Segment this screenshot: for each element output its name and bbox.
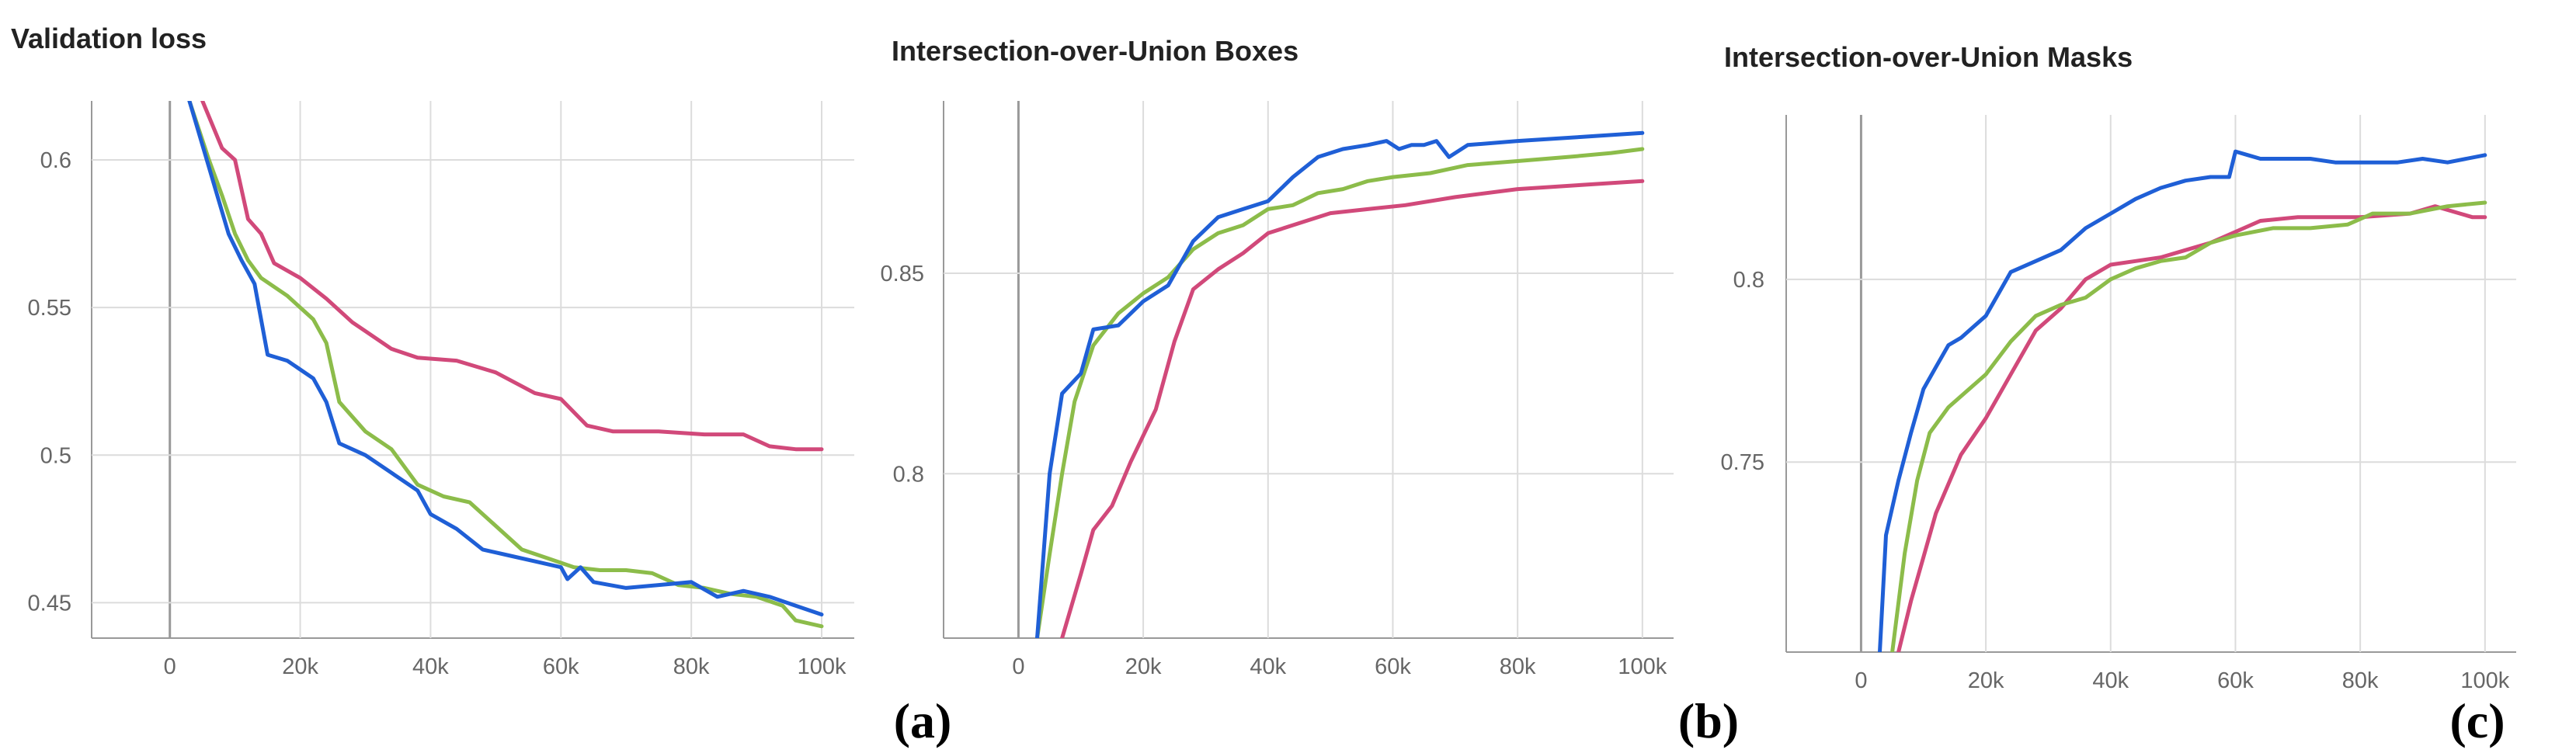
- y-tick-label: 0.5: [40, 443, 71, 468]
- y-tick-label: 0.55: [28, 296, 71, 321]
- y-tick-label: 0.6: [40, 148, 71, 173]
- x-tick-label: 40k: [412, 654, 449, 679]
- x-tick-label: 40k: [1250, 654, 1286, 679]
- x-tick-label: 80k: [1500, 654, 1536, 679]
- series-line-red: [200, 101, 824, 452]
- x-tick-label: 100k: [1618, 654, 1667, 679]
- x-tick-label: 20k: [282, 654, 318, 679]
- series-line-blue: [187, 101, 824, 617]
- x-tick-label: 20k: [1968, 668, 2004, 693]
- y-tick-label: 0.75: [1721, 450, 1764, 475]
- x-tick-label: 0: [1012, 654, 1024, 679]
- chart-panel-2: Intersection-over-Union Boxes 0 20k 40k 60k 8…: [881, 35, 1740, 748]
- x-tick-label: 20k: [1125, 654, 1162, 679]
- x-tick-label: 40k: [2092, 668, 2129, 693]
- x-tick-label: 60k: [2217, 668, 2254, 693]
- series-line-green: [1890, 200, 2487, 652]
- chart-title: Intersection-over-Union Masks: [1724, 41, 2133, 73]
- x-tick-label: 100k: [798, 654, 846, 679]
- series-line-green: [1035, 147, 1645, 638]
- chart-title: Intersection-over-Union Boxes: [892, 35, 1298, 67]
- x-tick-label: 60k: [543, 654, 579, 679]
- y-tick-label: 0.85: [881, 262, 924, 286]
- x-tick-label: 80k: [2342, 668, 2379, 693]
- panel-label: (a): [894, 693, 952, 748]
- chart-panel-1: Validation loss 0 20k 40k 60k 80k 100k 0.45 0.5 0…: [11, 23, 951, 748]
- series-line-blue: [1878, 149, 2487, 652]
- x-tick-label: 0: [164, 654, 176, 679]
- x-tick-label: 100k: [2460, 668, 2509, 693]
- y-tick-label: 0.8: [893, 462, 924, 487]
- y-tick-label: 0.45: [28, 591, 71, 616]
- panel-label: (c): [2449, 693, 2505, 748]
- y-tick-label: 0.8: [1733, 268, 1764, 293]
- chart-title: Validation loss: [11, 23, 207, 54]
- x-tick-label: 60k: [1375, 654, 1411, 679]
- series-line-green: [187, 101, 824, 629]
- x-tick-label: 80k: [673, 654, 710, 679]
- x-tick-label: 0: [1855, 668, 1867, 693]
- series-line-blue: [1035, 130, 1645, 638]
- series-line-red: [1060, 179, 1645, 638]
- panel-label: (b): [1678, 693, 1739, 748]
- chart-panel-3: Intersection-over-Union Masks 0 20k 40k 60k 8…: [1721, 41, 2516, 748]
